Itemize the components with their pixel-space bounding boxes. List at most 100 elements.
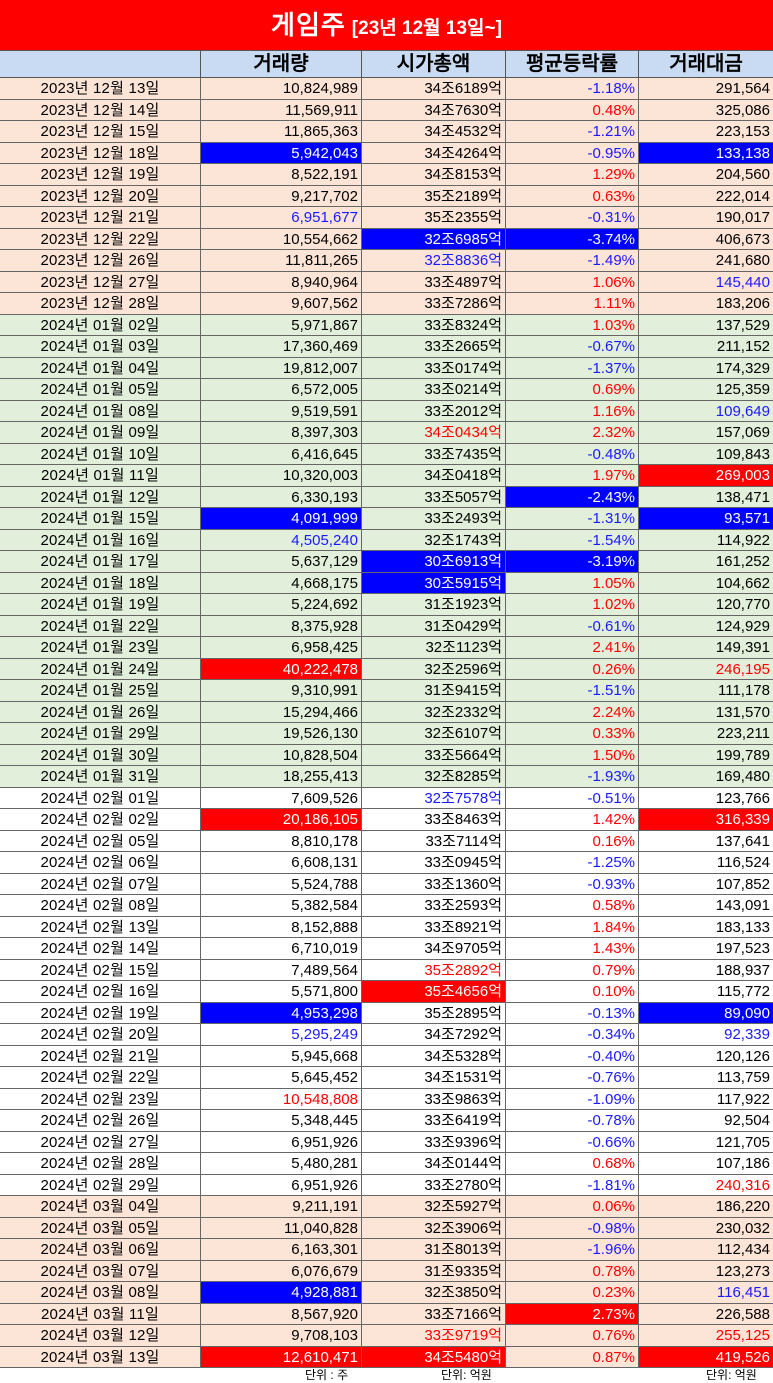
cell-avg-change: 0.33% bbox=[505, 723, 638, 745]
cell-avg-change: 0.79% bbox=[505, 959, 638, 981]
cell-avg-change: 1.11% bbox=[505, 293, 638, 315]
cell-trade-value: 161,252 bbox=[638, 551, 773, 573]
cell-date: 2024년 01월 16일 bbox=[0, 529, 200, 551]
cell-trade-value: 137,641 bbox=[638, 830, 773, 852]
cell-volume: 5,348,445 bbox=[200, 1110, 361, 1132]
title-date-range: [23년 12월 13일~] bbox=[351, 18, 502, 39]
table-row: 2024년 03월 08일 4,928,881 32조3850억 0.23% 116,4… bbox=[0, 1282, 773, 1304]
cell-avg-change: 0.69% bbox=[505, 379, 638, 401]
cell-market-cap: 34조8153억 bbox=[361, 164, 505, 186]
cell-market-cap: 31조8013억 bbox=[361, 1239, 505, 1261]
cell-avg-change: 1.97% bbox=[505, 465, 638, 487]
cell-volume: 10,824,989 bbox=[200, 78, 361, 100]
cell-volume: 8,940,964 bbox=[200, 271, 361, 293]
cell-trade-value: 269,003 bbox=[638, 465, 773, 487]
table-row: 2023년 12월 21일 6,951,677 35조2355억 -0.31% 190,… bbox=[0, 207, 773, 229]
table-row: 2024년 02월 20일 5,295,249 34조7292억 -0.34% 92,3… bbox=[0, 1024, 773, 1046]
table-row: 2024년 01월 29일 19,526,130 32조6107억 0.33% 223,… bbox=[0, 723, 773, 745]
cell-volume: 5,524,788 bbox=[200, 873, 361, 895]
cell-volume: 5,571,800 bbox=[200, 981, 361, 1003]
cell-trade-value: 188,937 bbox=[638, 959, 773, 981]
cell-volume: 7,489,564 bbox=[200, 959, 361, 981]
table-row: 2024년 02월 22일 5,645,452 34조1531억 -0.76% 113,… bbox=[0, 1067, 773, 1089]
table-row: 2024년 01월 31일 18,255,413 32조8285억 -1.93% 169… bbox=[0, 766, 773, 788]
cell-trade-value: 92,504 bbox=[638, 1110, 773, 1132]
cell-market-cap: 33조2012억 bbox=[361, 400, 505, 422]
cell-avg-change: -0.95% bbox=[505, 142, 638, 164]
cell-date: 2024년 01월 17일 bbox=[0, 551, 200, 573]
cell-trade-value: 222,014 bbox=[638, 185, 773, 207]
cell-trade-value: 113,759 bbox=[638, 1067, 773, 1089]
cell-market-cap: 34조9705억 bbox=[361, 938, 505, 960]
cell-avg-change: 0.76% bbox=[505, 1325, 638, 1347]
cell-volume: 6,330,193 bbox=[200, 486, 361, 508]
cell-date: 2024년 02월 08일 bbox=[0, 895, 200, 917]
cell-avg-change: -0.34% bbox=[505, 1024, 638, 1046]
table-row: 2024년 02월 02일 20,186,105 33조8463억 1.42% 316,… bbox=[0, 809, 773, 831]
cell-market-cap: 34조1531억 bbox=[361, 1067, 505, 1089]
cell-market-cap: 33조8463억 bbox=[361, 809, 505, 831]
table-row: 2024년 01월 04일 19,812,007 33조0174억 -1.37% 174… bbox=[0, 357, 773, 379]
cell-volume: 5,224,692 bbox=[200, 594, 361, 616]
cell-volume: 6,951,926 bbox=[200, 1174, 361, 1196]
cell-market-cap: 34조0144억 bbox=[361, 1153, 505, 1175]
cell-avg-change: -0.48% bbox=[505, 443, 638, 465]
cell-date: 2024년 02월 07일 bbox=[0, 873, 200, 895]
cell-date: 2023년 12월 14일 bbox=[0, 99, 200, 121]
cell-market-cap: 32조6985억 bbox=[361, 228, 505, 250]
header-market-cap: 시가총액 bbox=[361, 51, 505, 77]
cell-volume: 11,865,363 bbox=[200, 121, 361, 143]
table-row: 2024년 02월 27일 6,951,926 33조9396억 -0.66% 121,… bbox=[0, 1131, 773, 1153]
cell-date: 2024년 01월 04일 bbox=[0, 357, 200, 379]
table-row: 2024년 02월 23일 10,548,808 33조9863억 -1.09% 117… bbox=[0, 1088, 773, 1110]
cell-trade-value: 246,195 bbox=[638, 658, 773, 680]
cell-market-cap: 32조7578억 bbox=[361, 787, 505, 809]
cell-trade-value: 109,649 bbox=[638, 400, 773, 422]
cell-avg-change: -1.54% bbox=[505, 529, 638, 551]
cell-volume: 9,519,591 bbox=[200, 400, 361, 422]
table-row: 2023년 12월 13일 10,824,989 34조6189억 -1.18% 291… bbox=[0, 78, 773, 100]
cell-trade-value: 204,560 bbox=[638, 164, 773, 186]
table-row: 2024년 01월 15일 4,091,999 33조2493억 -1.31% 93,5… bbox=[0, 508, 773, 530]
cell-trade-value: 121,705 bbox=[638, 1131, 773, 1153]
cell-volume: 5,480,281 bbox=[200, 1153, 361, 1175]
cell-market-cap: 31조9335억 bbox=[361, 1260, 505, 1282]
cell-date: 2024년 01월 30일 bbox=[0, 744, 200, 766]
cell-market-cap: 35조2355억 bbox=[361, 207, 505, 229]
cell-market-cap: 31조9415억 bbox=[361, 680, 505, 702]
cell-volume: 9,217,702 bbox=[200, 185, 361, 207]
cell-market-cap: 33조7166억 bbox=[361, 1303, 505, 1325]
cell-trade-value: 116,524 bbox=[638, 852, 773, 874]
cell-date: 2023년 12월 18일 bbox=[0, 142, 200, 164]
table-row: 2023년 12월 18일 5,942,043 34조4264억 -0.95% 133,… bbox=[0, 142, 773, 164]
cell-volume: 8,375,928 bbox=[200, 615, 361, 637]
cell-market-cap: 33조2493억 bbox=[361, 508, 505, 530]
cell-avg-change: -0.67% bbox=[505, 336, 638, 358]
unit-trade-value: 단위: 억원 bbox=[706, 1368, 757, 1382]
table-row: 2024년 02월 16일 5,571,800 35조4656억 0.10% 115,7… bbox=[0, 981, 773, 1003]
cell-trade-value: 125,359 bbox=[638, 379, 773, 401]
cell-avg-change: 2.32% bbox=[505, 422, 638, 444]
cell-market-cap: 32조5927억 bbox=[361, 1196, 505, 1218]
cell-date: 2024년 01월 26일 bbox=[0, 701, 200, 723]
cell-market-cap: 31조1923억 bbox=[361, 594, 505, 616]
cell-market-cap: 33조0945억 bbox=[361, 852, 505, 874]
cell-avg-change: 0.58% bbox=[505, 895, 638, 917]
cell-trade-value: 109,843 bbox=[638, 443, 773, 465]
cell-date: 2024년 03월 04일 bbox=[0, 1196, 200, 1218]
table-row: 2024년 01월 11일 10,320,003 34조0418억 1.97% 269,… bbox=[0, 465, 773, 487]
cell-volume: 9,607,562 bbox=[200, 293, 361, 315]
cell-volume: 20,186,105 bbox=[200, 809, 361, 831]
cell-market-cap: 34조5480억 bbox=[361, 1346, 505, 1368]
cell-trade-value: 120,770 bbox=[638, 594, 773, 616]
cell-volume: 9,310,991 bbox=[200, 680, 361, 702]
cell-trade-value: 157,069 bbox=[638, 422, 773, 444]
table-row: 2024년 03월 12일 9,708,103 33조9719억 0.76% 255,1… bbox=[0, 1325, 773, 1347]
cell-avg-change: 2.41% bbox=[505, 637, 638, 659]
cell-avg-change: 2.73% bbox=[505, 1303, 638, 1325]
cell-trade-value: 316,339 bbox=[638, 809, 773, 831]
table-row: 2024년 02월 13일 8,152,888 33조8921억 1.84% 183,1… bbox=[0, 916, 773, 938]
cell-date: 2024년 01월 03일 bbox=[0, 336, 200, 358]
cell-avg-change: -3.19% bbox=[505, 551, 638, 573]
cell-market-cap: 35조4656억 bbox=[361, 981, 505, 1003]
